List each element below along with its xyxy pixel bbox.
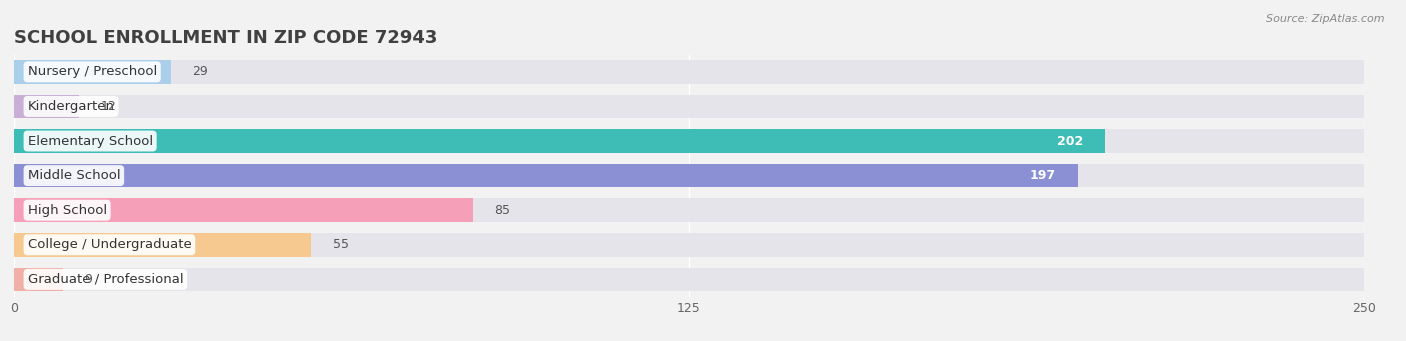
Bar bbox=[14, 164, 1364, 187]
Bar bbox=[14, 268, 63, 291]
Bar bbox=[14, 60, 1364, 84]
Bar bbox=[14, 233, 1364, 256]
Text: 55: 55 bbox=[333, 238, 349, 251]
Bar bbox=[14, 198, 472, 222]
Text: 9: 9 bbox=[84, 273, 93, 286]
Bar bbox=[14, 198, 1364, 222]
Text: 12: 12 bbox=[100, 100, 117, 113]
Bar bbox=[14, 60, 170, 84]
Bar bbox=[14, 95, 79, 118]
Text: SCHOOL ENROLLMENT IN ZIP CODE 72943: SCHOOL ENROLLMENT IN ZIP CODE 72943 bbox=[14, 29, 437, 47]
Text: Kindergarten: Kindergarten bbox=[28, 100, 114, 113]
Bar bbox=[14, 129, 1364, 153]
Bar bbox=[14, 268, 1364, 291]
Text: Middle School: Middle School bbox=[28, 169, 120, 182]
Text: High School: High School bbox=[28, 204, 107, 217]
Bar bbox=[14, 233, 311, 256]
Text: 202: 202 bbox=[1057, 135, 1083, 148]
Text: Nursery / Preschool: Nursery / Preschool bbox=[28, 65, 157, 78]
Text: 29: 29 bbox=[193, 65, 208, 78]
Text: Elementary School: Elementary School bbox=[28, 135, 153, 148]
Text: 85: 85 bbox=[495, 204, 510, 217]
Bar bbox=[14, 129, 1105, 153]
Text: 197: 197 bbox=[1031, 169, 1056, 182]
Text: Graduate / Professional: Graduate / Professional bbox=[28, 273, 183, 286]
Text: Source: ZipAtlas.com: Source: ZipAtlas.com bbox=[1267, 14, 1385, 24]
Text: College / Undergraduate: College / Undergraduate bbox=[28, 238, 191, 251]
Bar bbox=[14, 95, 1364, 118]
Bar bbox=[14, 164, 1077, 187]
